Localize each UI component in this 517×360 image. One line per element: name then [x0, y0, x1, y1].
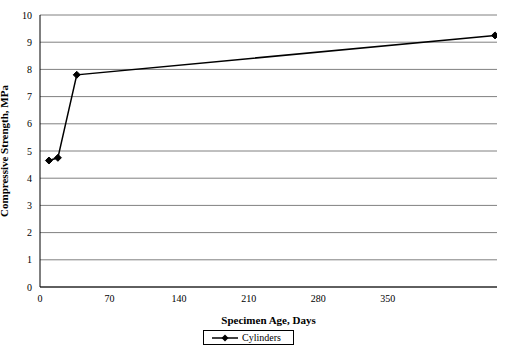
svg-text:140: 140 [172, 293, 187, 304]
svg-text:0: 0 [38, 293, 43, 304]
svg-text:Compressive Strength, MPa: Compressive Strength, MPa [8, 85, 10, 217]
svg-text:6: 6 [27, 118, 32, 129]
svg-text:70: 70 [105, 293, 115, 304]
svg-text:3: 3 [27, 200, 32, 211]
svg-text:1: 1 [27, 254, 32, 265]
svg-text:0: 0 [27, 282, 32, 293]
svg-text:210: 210 [241, 293, 256, 304]
svg-text:5: 5 [27, 146, 32, 157]
svg-text:10: 10 [22, 10, 32, 21]
svg-text:Specimen Age, Days: Specimen Age, Days [221, 314, 316, 326]
svg-text:9: 9 [27, 37, 32, 48]
svg-text:350: 350 [380, 293, 395, 304]
html-text:Cylinders: Cylinders [242, 332, 281, 343]
svg-text:4: 4 [27, 173, 32, 184]
svg-text:2: 2 [27, 227, 32, 238]
svg-text:8: 8 [27, 64, 32, 75]
svg-text:280: 280 [311, 293, 326, 304]
svg-text:7: 7 [27, 91, 32, 102]
